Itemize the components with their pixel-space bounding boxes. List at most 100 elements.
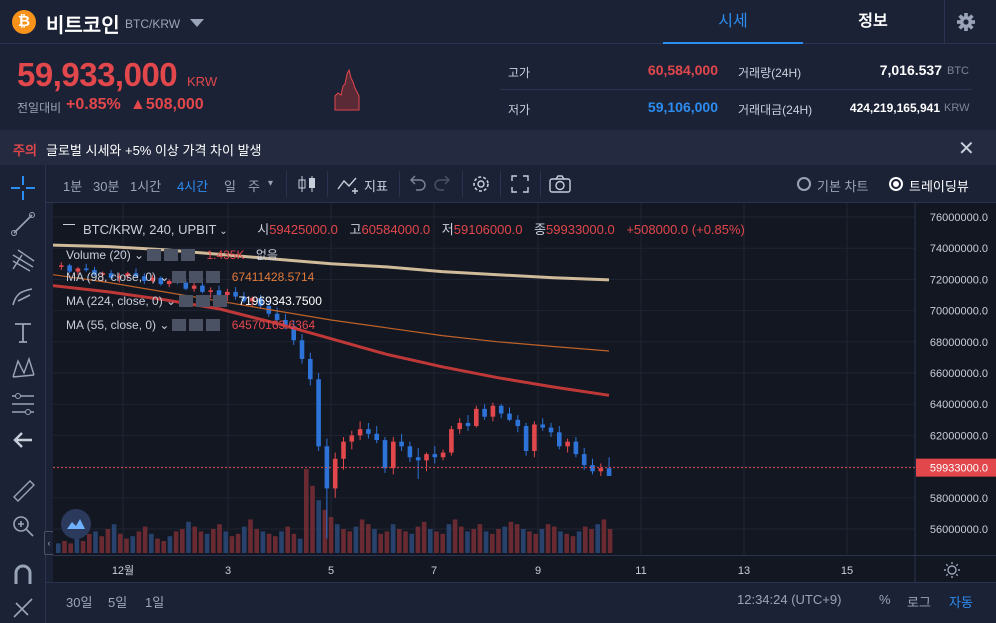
close-icon[interactable] — [206, 271, 221, 283]
range-5d[interactable]: 5일 — [108, 595, 128, 610]
legend-ma-98[interactable]: MA (98, close, 0) ⌄ 67411428.5714 — [66, 270, 315, 284]
y-tick-label: 64000000.0 — [930, 399, 988, 411]
tf-4h[interactable]: 4시간 — [177, 179, 209, 194]
range-30d[interactable]: 30일 — [66, 595, 93, 610]
tradingview-label[interactable]: 트레이딩뷰 — [909, 179, 969, 194]
tradingview-logo-icon[interactable] — [61, 509, 91, 539]
clock[interactable]: 12:34:24 (UTC+9) — [737, 592, 842, 607]
candle-body — [440, 452, 446, 458]
candle-body — [133, 273, 139, 277]
redo-icon[interactable] — [434, 174, 452, 194]
range-1d[interactable]: 1일 — [145, 595, 165, 610]
tf-1m[interactable]: 1분 — [63, 179, 83, 194]
volume-bar — [589, 529, 594, 553]
indicator-icon[interactable] — [336, 173, 360, 195]
gear-icon[interactable] — [164, 249, 179, 261]
eye-icon[interactable] — [172, 271, 187, 283]
ma-line — [53, 243, 610, 282]
eye-icon[interactable] — [179, 295, 194, 307]
legend-ma-224[interactable]: MA (224, close, 0) ⌄ 71969343.7500 — [66, 294, 322, 308]
volume-bar — [217, 524, 222, 553]
ruler-icon[interactable] — [8, 475, 38, 505]
y-tick-label: 62000000.0 — [930, 430, 988, 442]
close-icon[interactable] — [213, 295, 228, 307]
volume-bar — [514, 524, 520, 553]
close-icon[interactable] — [181, 249, 196, 261]
candle-body — [581, 454, 587, 466]
volume-bar — [136, 531, 142, 553]
volume-bar — [508, 521, 514, 553]
log-toggle[interactable]: 로그 — [907, 595, 931, 610]
gear-icon[interactable] — [189, 271, 204, 283]
arrow-left-icon[interactable] — [8, 425, 38, 455]
volume-bar — [142, 526, 148, 553]
volume-bar — [235, 533, 241, 553]
pattern-icon[interactable] — [8, 353, 38, 383]
y-tick-label: 66000000.0 — [930, 368, 988, 380]
volume-bar — [440, 533, 445, 553]
legend-symbol[interactable]: BTC/KRW, 240, UPBIT ⌄ 시59425000.0 고60584… — [63, 219, 745, 238]
notice-tag: 주의 — [13, 143, 37, 158]
candle-body — [225, 291, 230, 295]
volume-bar — [595, 524, 600, 553]
brush-icon[interactable] — [8, 281, 38, 311]
coin-pair[interactable]: BTC/KRW — [125, 17, 181, 31]
coin-name[interactable]: 비트코인 — [46, 15, 120, 37]
volume-bar — [570, 536, 576, 553]
zoom-in-icon[interactable] — [8, 511, 38, 541]
camera-icon[interactable] — [548, 173, 572, 195]
auto-toggle[interactable]: 자동 — [949, 595, 973, 610]
y-tick-label: 68000000.0 — [930, 337, 988, 349]
percent-toggle[interactable]: % — [879, 592, 891, 607]
basic-chart-label[interactable]: 기본 차트 — [817, 179, 869, 194]
chevron-down-icon[interactable]: ▾ — [268, 178, 274, 189]
undo-icon[interactable] — [408, 174, 426, 194]
chart-svg[interactable]: 76000000.0 74000000.0 72000000.0 70000000.0… — [53, 203, 996, 555]
pencil-lock-icon[interactable] — [8, 593, 38, 623]
candle-body — [308, 358, 313, 380]
tf-day[interactable]: 일 — [224, 179, 236, 194]
close-icon[interactable] — [206, 319, 221, 331]
tab-info[interactable]: 정보 — [858, 13, 888, 30]
fib-icon[interactable] — [8, 389, 38, 419]
indicator-label[interactable]: 지표 — [364, 179, 388, 194]
crosshair-icon[interactable] — [8, 173, 38, 203]
tf-30m[interactable]: 30분 — [93, 179, 120, 194]
close-icon[interactable]: ✕ — [958, 138, 975, 160]
tradingview-radio[interactable] — [889, 177, 903, 191]
candle-body — [532, 424, 537, 451]
settings-icon[interactable] — [470, 173, 492, 195]
legend-ma-55[interactable]: MA (55, close, 0) ⌄ 64570163.6364 — [66, 318, 316, 332]
pitchfork-icon[interactable] — [8, 245, 38, 275]
text-icon[interactable] — [8, 317, 38, 347]
legend-volume[interactable]: Volume (20) ⌄ 1.435K 없음 — [66, 248, 278, 262]
gear-icon[interactable] — [944, 0, 996, 44]
volume-bar — [483, 531, 489, 553]
basic-chart-radio[interactable] — [797, 177, 811, 191]
volume-bar — [118, 533, 123, 553]
volume-bar — [527, 531, 532, 553]
fullscreen-icon[interactable] — [509, 173, 531, 195]
tab-price[interactable]: 시세 — [663, 0, 803, 44]
magnet-icon[interactable] — [8, 559, 38, 589]
collapse-icon[interactable] — [63, 224, 75, 234]
volume-bar — [111, 524, 117, 553]
price-chart[interactable]: 76000000.0 74000000.0 72000000.0 70000000.0… — [53, 203, 996, 555]
candle-type-icon[interactable] — [296, 173, 318, 195]
tf-1h[interactable]: 1시간 — [130, 179, 162, 194]
eye-icon[interactable] — [172, 319, 187, 331]
sun-icon[interactable] — [943, 561, 961, 579]
gear-icon[interactable] — [196, 295, 211, 307]
volume-bar — [607, 529, 613, 553]
volume-bar — [328, 517, 334, 553]
trendline-icon[interactable] — [8, 209, 38, 239]
volume-bar — [409, 533, 414, 553]
volume-bar — [223, 531, 228, 553]
volume-bar — [477, 524, 483, 553]
eye-icon[interactable] — [147, 249, 162, 261]
tf-week[interactable]: 주 — [248, 179, 260, 194]
chevron-down-icon[interactable] — [190, 19, 204, 27]
gear-icon[interactable] — [189, 319, 204, 331]
volume-bar — [390, 524, 396, 553]
candle-body — [424, 454, 429, 461]
